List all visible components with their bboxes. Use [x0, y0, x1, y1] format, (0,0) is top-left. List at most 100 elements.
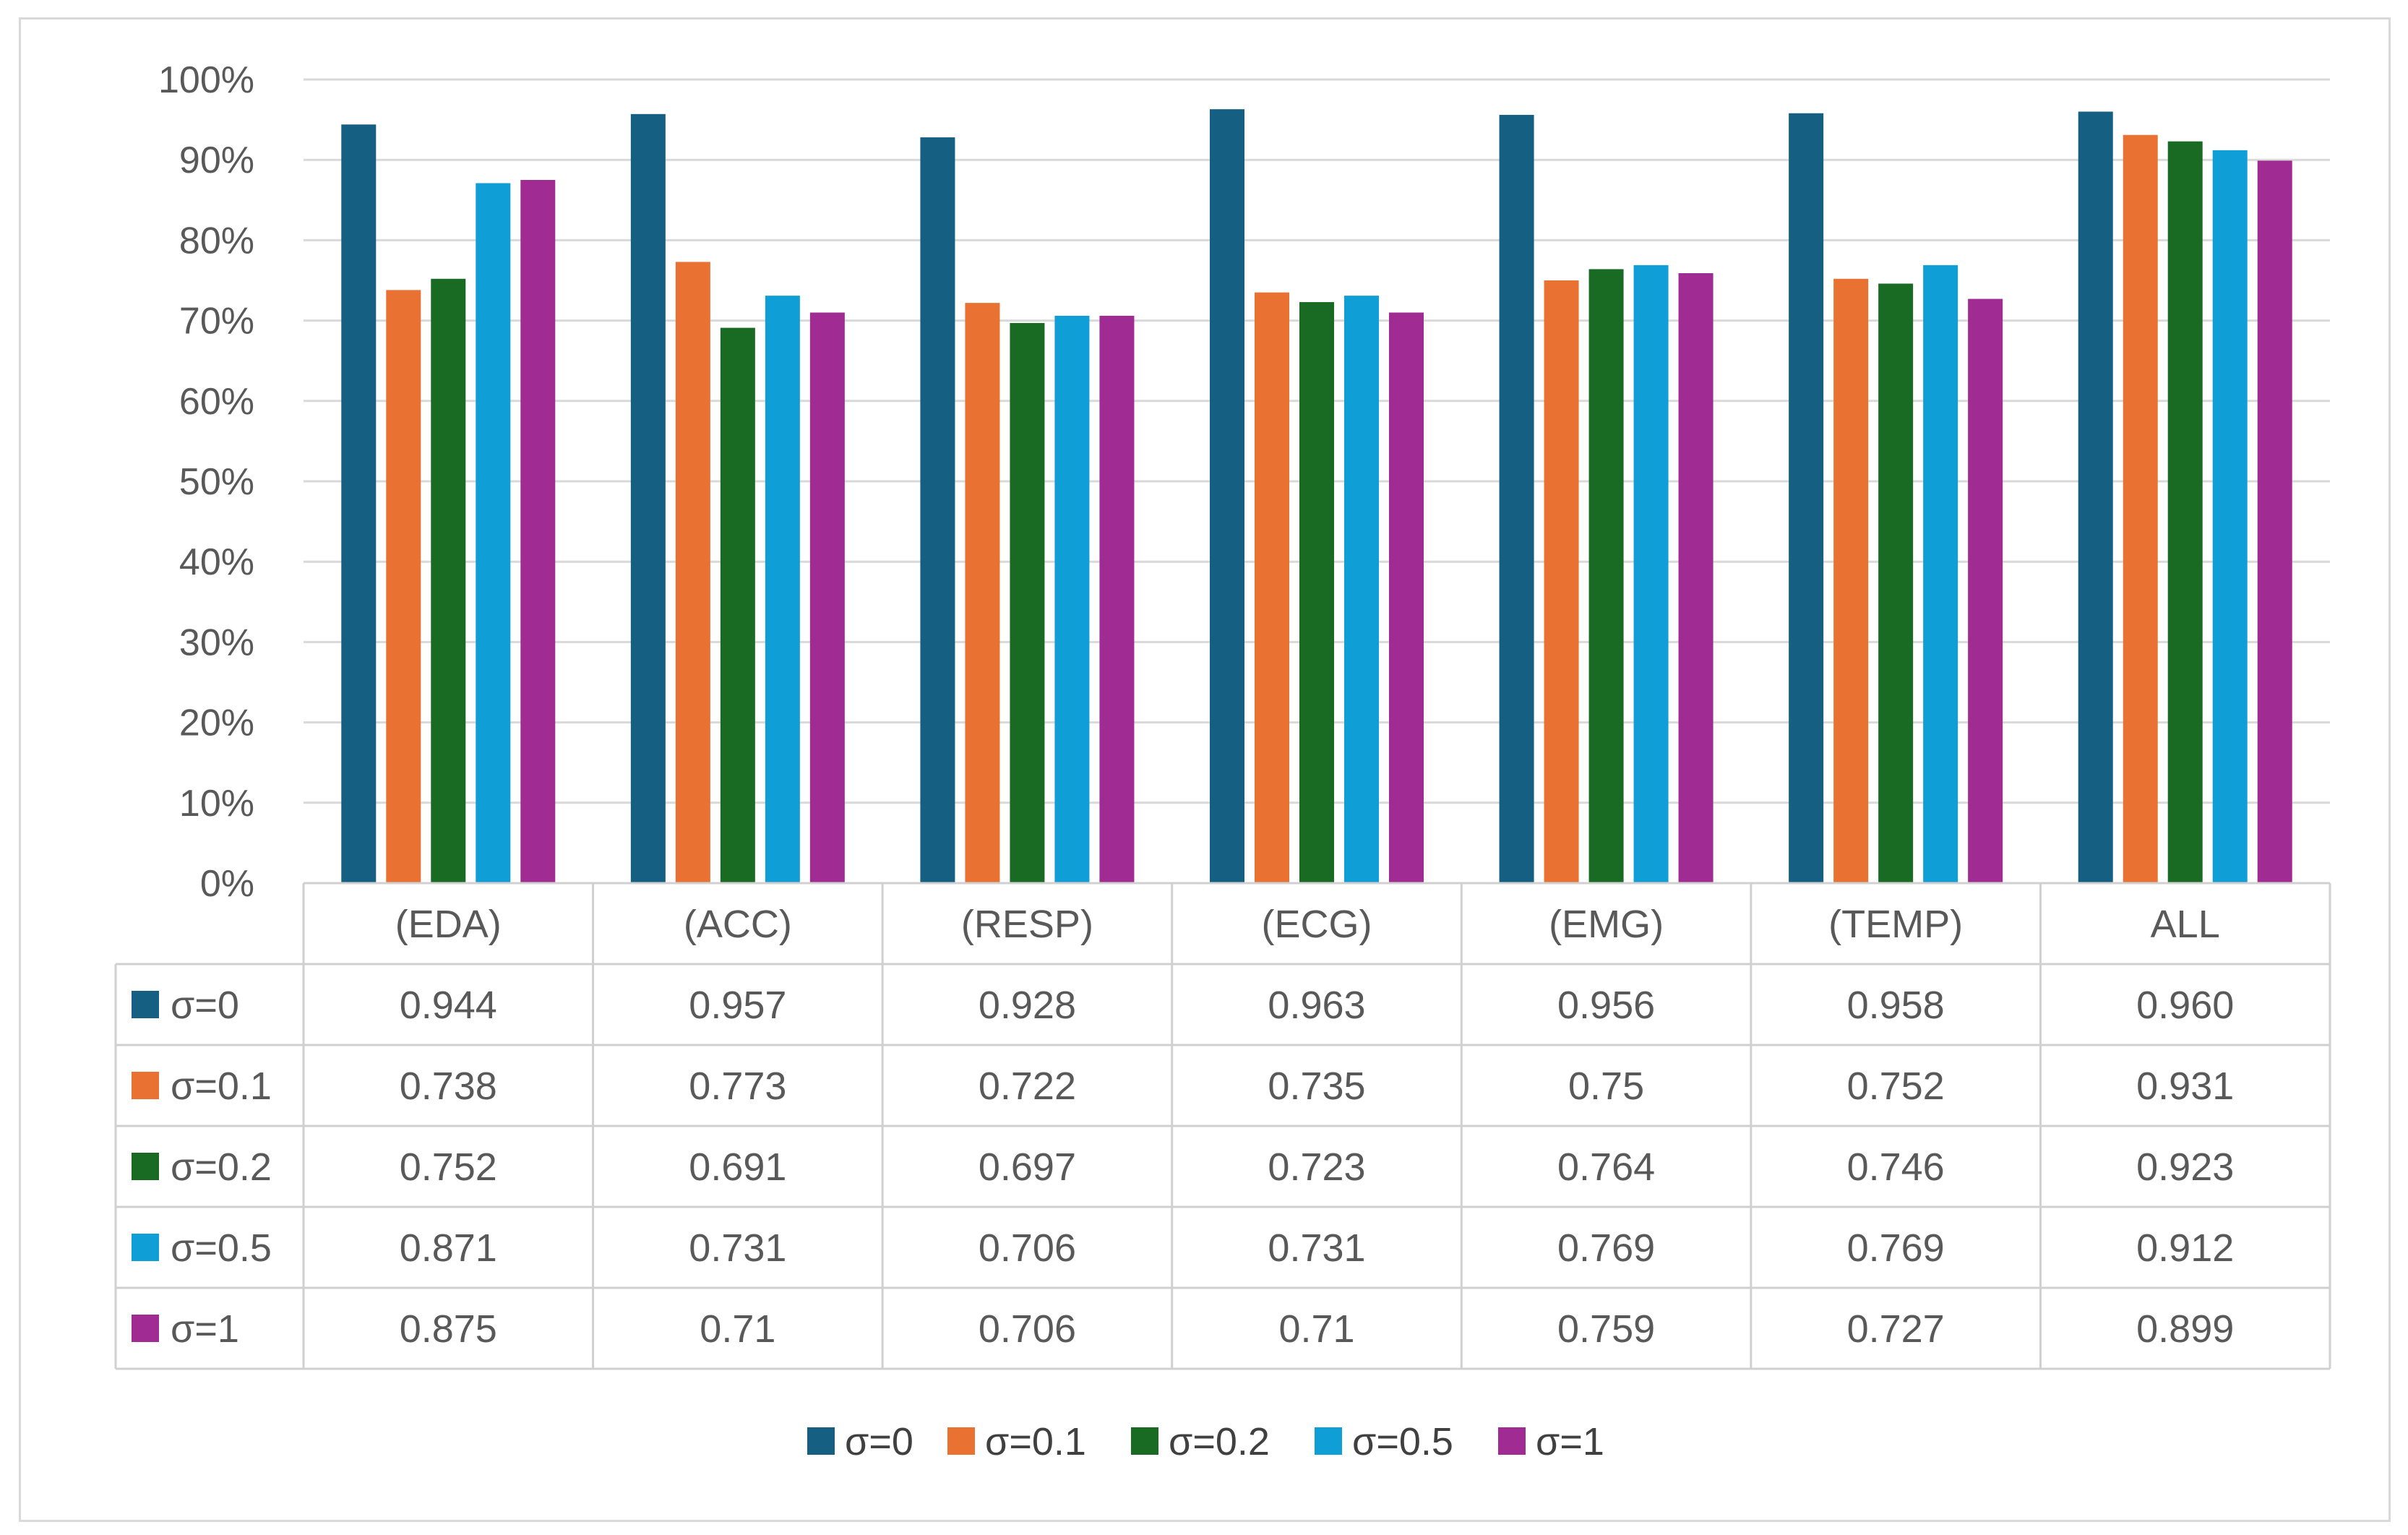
data-label: 0.931: [2136, 1065, 2234, 1108]
data-label: 0.722: [979, 1065, 1076, 1108]
x-tick-label: (EDA): [395, 903, 502, 946]
bar: [1633, 265, 1669, 883]
bar: [1968, 298, 2003, 883]
y-tick-label: 90%: [179, 139, 254, 181]
bar: [1878, 283, 1914, 883]
table-legend-key: [132, 1153, 159, 1180]
data-label: 0.706: [979, 1226, 1076, 1270]
bar: [1054, 315, 1090, 884]
bar: [630, 113, 666, 883]
table-legend-key: [132, 1234, 159, 1261]
y-tick-label: 30%: [179, 622, 254, 663]
table-series-name: σ=0.2: [171, 1145, 272, 1189]
bar: [1344, 296, 1379, 883]
y-tick-label: 80%: [179, 220, 254, 262]
data-label: 0.928: [979, 984, 1076, 1027]
bar: [1499, 114, 1534, 884]
data-label: 0.759: [1557, 1307, 1655, 1351]
x-tick-label: (ECG): [1262, 903, 1372, 946]
legend-swatch: [1131, 1427, 1158, 1455]
legend-swatch: [807, 1427, 835, 1455]
x-tick-label: (TEMP): [1828, 903, 1963, 946]
bar: [1588, 269, 1624, 883]
bar: [965, 303, 1000, 883]
data-label: 0.875: [400, 1307, 497, 1351]
legend-label: σ=0.5: [1352, 1420, 1453, 1463]
bar: [1923, 265, 1958, 883]
x-tick-label: ALL: [2151, 903, 2220, 946]
data-label: 0.958: [1847, 984, 1945, 1027]
y-tick-label: 50%: [179, 461, 254, 503]
data-label: 0.960: [2136, 984, 2234, 1027]
bar: [1789, 113, 1824, 884]
data-label: 0.746: [1847, 1145, 1945, 1189]
data-label: 0.71: [1278, 1307, 1354, 1351]
data-label: 0.956: [1557, 984, 1655, 1027]
bar: [1255, 292, 1289, 883]
bar: [1544, 280, 1579, 883]
legend-swatch: [1315, 1427, 1342, 1455]
data-label: 0.738: [400, 1065, 497, 1108]
data-label: 0.691: [689, 1145, 786, 1189]
legend-swatch: [1498, 1427, 1526, 1455]
bar: [2123, 134, 2158, 883]
table-legend-key: [132, 1072, 159, 1099]
x-tick-label: (ACC): [684, 903, 792, 946]
data-label: 0.752: [1847, 1065, 1945, 1108]
bar: [2257, 160, 2292, 883]
data-label: 0.75: [1568, 1065, 1644, 1108]
y-tick-label: 70%: [179, 301, 254, 343]
y-tick-label: 40%: [179, 541, 254, 583]
table-series-name: σ=0: [171, 984, 239, 1027]
data-label: 0.944: [400, 984, 497, 1027]
data-label: 0.923: [2136, 1145, 2234, 1189]
bar: [2078, 111, 2113, 884]
bar: [476, 183, 511, 883]
data-label: 0.957: [689, 984, 786, 1027]
data-label: 0.731: [1268, 1226, 1365, 1270]
table-series-name: σ=1: [171, 1307, 239, 1351]
bar: [920, 137, 955, 884]
data-label: 0.773: [689, 1065, 786, 1108]
data-label: 0.764: [1557, 1145, 1655, 1189]
y-tick-label: 60%: [179, 381, 254, 423]
data-label: 0.723: [1268, 1145, 1365, 1189]
bar: [1299, 302, 1334, 883]
table-series-name: σ=0.5: [171, 1226, 272, 1270]
table-legend-key: [132, 1315, 159, 1342]
legend-label: σ=1: [1536, 1420, 1604, 1463]
bar: [1389, 312, 1424, 884]
bar: [720, 327, 755, 883]
bar: [809, 312, 845, 884]
bar: [2167, 141, 2203, 883]
data-label: 0.912: [2136, 1226, 2234, 1270]
data-label: 0.735: [1268, 1065, 1365, 1108]
bar: [1678, 272, 1713, 883]
legend-label: σ=0: [845, 1420, 913, 1463]
data-label: 0.697: [979, 1145, 1076, 1189]
legend-label: σ=0.1: [985, 1420, 1086, 1463]
y-tick-label: 10%: [179, 783, 254, 825]
y-tick-label: 100%: [158, 59, 254, 101]
legend-swatch: [947, 1427, 975, 1455]
bar: [2212, 150, 2248, 883]
bar: [1210, 109, 1244, 883]
data-label: 0.769: [1847, 1226, 1945, 1270]
legend-label: σ=0.2: [1169, 1420, 1270, 1463]
x-tick-label: (RESP): [961, 903, 1093, 946]
bar: [431, 278, 466, 883]
y-tick-label: 0%: [200, 863, 254, 905]
y-tick-label: 20%: [179, 702, 254, 744]
bar: [1010, 322, 1045, 883]
data-label: 0.769: [1557, 1226, 1655, 1270]
table-legend-key: [132, 991, 159, 1018]
data-label: 0.963: [1268, 984, 1365, 1027]
data-label: 0.71: [700, 1307, 775, 1351]
data-label: 0.706: [979, 1307, 1076, 1351]
bar: [1099, 315, 1135, 884]
bar: [675, 262, 710, 883]
bar: [341, 124, 377, 884]
bar: [765, 296, 800, 883]
bar: [386, 290, 421, 883]
